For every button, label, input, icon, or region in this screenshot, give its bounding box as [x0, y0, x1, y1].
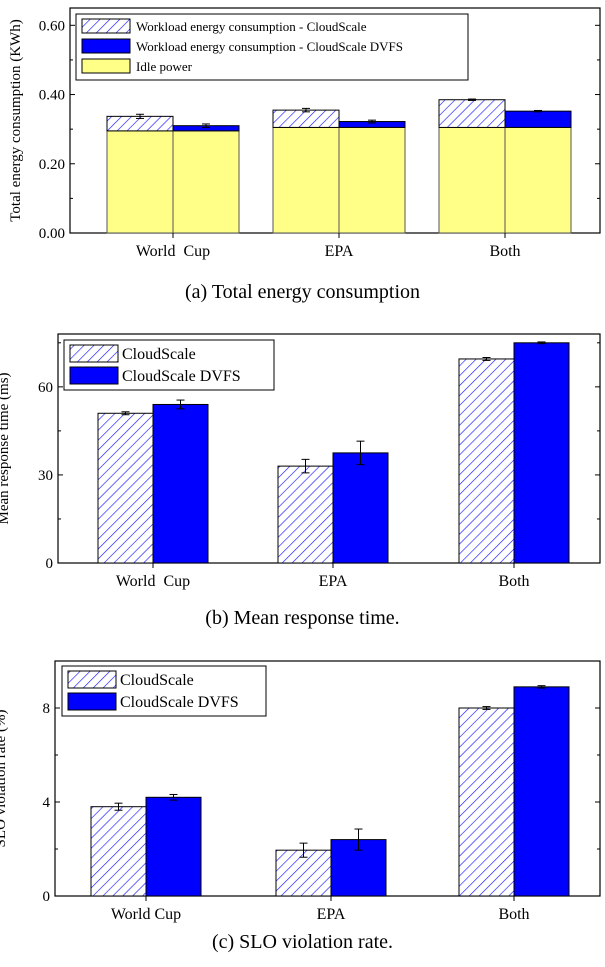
legend-swatch [69, 344, 119, 363]
bar-idle-power [272, 126, 340, 234]
bar-cloudscale-dvfs [152, 403, 209, 564]
y-tick-label: 0.60 [39, 18, 65, 34]
y-tick-label: 4 [43, 795, 51, 811]
legend-label: CloudScale DVFS [120, 694, 239, 711]
bar-cloudscale-dvfs [513, 342, 570, 564]
y-tick-label: 0.20 [39, 157, 65, 173]
slo-violation-chart: 0 4 8 SLO violation rate (%) World Cup EPA Bot… [0, 660, 601, 923]
bar-cloudscale [458, 707, 515, 897]
legend-swatch [69, 366, 119, 385]
legend-swatch [81, 18, 131, 34]
legend-label: CloudScale [122, 346, 196, 363]
bar-idle-power [106, 130, 174, 234]
legend-swatch [81, 38, 131, 54]
y-axis-label: SLO violation rate (%) [0, 710, 9, 848]
legend-swatch [67, 692, 117, 711]
legend-label: Workload energy consumption - CloudScale… [136, 39, 403, 54]
response-time-chart-panel: 0 30 60 Mean response time (ms) World Cup EPA… [0, 320, 605, 642]
legend-swatch [81, 58, 131, 74]
legend-label: Idle power [136, 59, 193, 74]
y-axis-label: Mean response time (ms) [0, 372, 12, 524]
x-tick-label: Both [498, 573, 529, 590]
bar-workload-cloudscale [272, 109, 340, 128]
legend-box [75, 13, 469, 81]
y-tick-label: 0.00 [39, 226, 65, 242]
y-tick-label: 30 [38, 468, 53, 484]
bar-idle-power [338, 126, 406, 234]
bar-cloudscale [90, 806, 147, 897]
energy-chart-panel: 0.00 0.20 0.40 0.60 Total energy consumption… [0, 0, 605, 320]
bar-cloudscale [277, 465, 334, 564]
bar-cloudscale-dvfs [332, 452, 389, 564]
bar-workload-cloudscale [438, 99, 506, 128]
y-axis-label: Total energy consumption (KWh) [8, 19, 24, 221]
x-tick-label: EPA [325, 243, 354, 260]
response-time-chart-caption: (b) Mean response time. [205, 607, 400, 629]
slo-chart-panel: 0 4 8 SLO violation rate (%) World Cup EPA Bot… [0, 642, 605, 967]
bar-idle-power [438, 126, 506, 234]
bar-idle-power [504, 126, 572, 234]
x-tick-label: Both [498, 906, 529, 923]
y-tick-label: 0.40 [39, 88, 65, 104]
legend-swatch [67, 670, 117, 689]
y-tick-label: 8 [43, 701, 51, 717]
response-time-chart: 0 30 60 Mean response time (ms) World Cup EPA… [0, 333, 601, 590]
y-tick-label: 60 [38, 380, 53, 396]
legend-label: CloudScale DVFS [122, 368, 241, 385]
energy-chart: 0.00 0.20 0.40 0.60 Total energy consumption… [8, 7, 601, 260]
bar-cloudscale-dvfs [145, 796, 202, 897]
x-tick-label: Both [489, 243, 520, 260]
bar-cloudscale [97, 412, 154, 564]
x-tick-label: EPA [319, 573, 348, 590]
x-tick-label: World Cup [136, 243, 210, 260]
legend-label: CloudScale [120, 672, 194, 689]
legend-label: Workload energy consumption - CloudScale [136, 19, 367, 34]
x-tick-label: World Cup [111, 906, 181, 923]
bar-cloudscale [458, 358, 515, 564]
y-tick-label: 0 [43, 889, 51, 905]
y-tick-label: 0 [46, 556, 54, 572]
bar-workload-cloudscale-dvfs [504, 110, 572, 128]
x-tick-label: World Cup [116, 573, 190, 590]
slo-chart-caption: (c) SLO violation rate. [211, 931, 394, 953]
energy-chart-caption: (a) Total energy consumption [184, 281, 421, 303]
x-tick-label: EPA [317, 906, 346, 923]
bar-cloudscale [275, 849, 332, 897]
bar-idle-power [172, 130, 240, 234]
bar-cloudscale-dvfs [513, 686, 570, 897]
